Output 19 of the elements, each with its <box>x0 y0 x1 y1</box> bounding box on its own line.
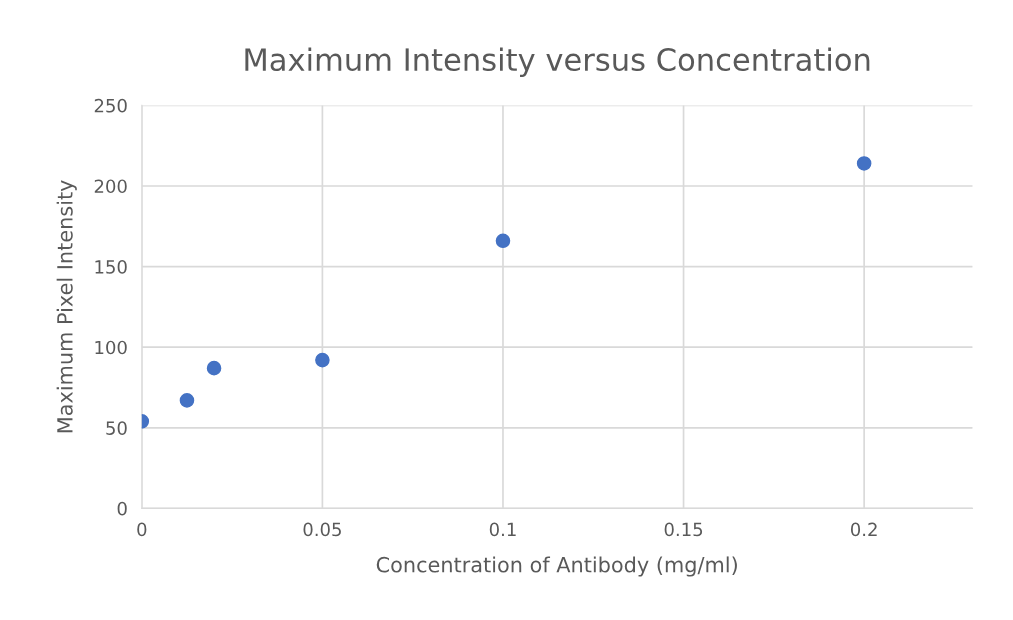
point <box>856 156 872 171</box>
y-axis-title: Maximum Pixel Intensity <box>56 180 77 433</box>
x-tick-label: 0 <box>137 522 147 537</box>
x-tick-label: 0.15 <box>664 522 703 537</box>
x-tick-label: 0.05 <box>303 522 341 537</box>
point <box>315 352 330 368</box>
y-tick-label: 50 <box>106 421 127 435</box>
x-tick-label: 0.1 <box>489 522 516 537</box>
y-tick-label: 150 <box>95 260 127 274</box>
x-axis-title: Concentration of Antibody (mg/ml) <box>376 556 737 577</box>
y-tick-label: 250 <box>94 98 127 113</box>
point <box>495 233 511 249</box>
point <box>206 360 222 376</box>
y-tick-label: 200 <box>94 179 127 194</box>
y-tick-label: 0 <box>117 501 127 516</box>
x-tick-label: 0.2 <box>850 522 877 537</box>
chart-title: Maximum Intensity versus Concentration <box>245 47 870 78</box>
y-tick-label: 100 <box>95 340 127 355</box>
point <box>179 393 195 408</box>
